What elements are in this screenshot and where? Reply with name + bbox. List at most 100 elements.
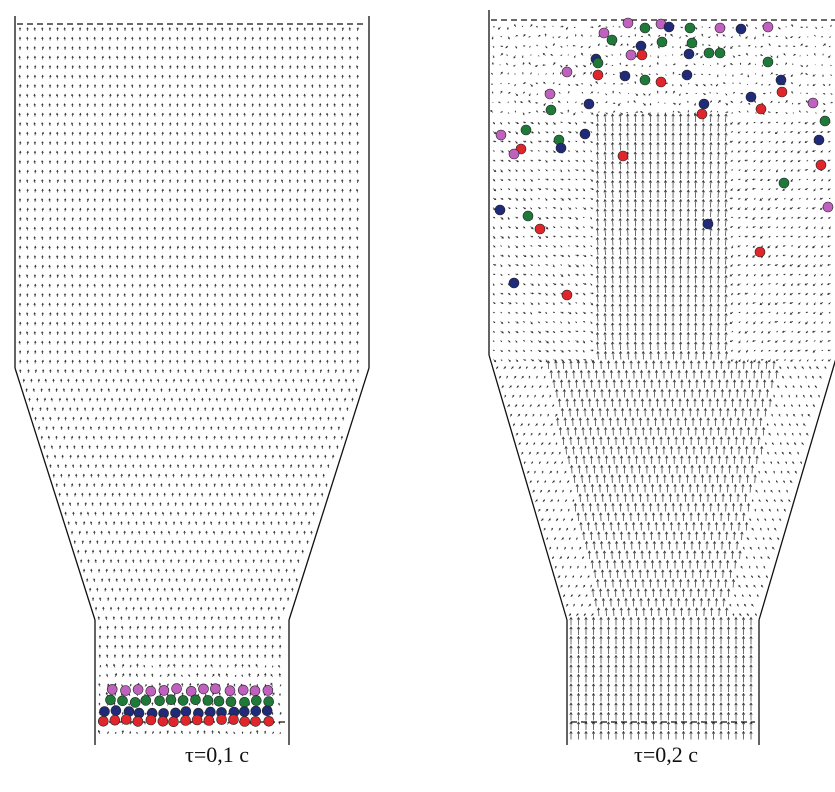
velocity-vector xyxy=(168,36,172,41)
velocity-vector xyxy=(567,131,572,134)
velocity-vector xyxy=(115,236,119,241)
velocity-vector xyxy=(311,359,314,364)
velocity-vector xyxy=(132,606,135,611)
velocity-vector xyxy=(79,416,83,421)
velocity-vector xyxy=(258,207,261,212)
velocity-vector xyxy=(313,445,317,449)
particle xyxy=(210,683,221,695)
velocity-vector xyxy=(753,150,756,152)
velocity-vector xyxy=(191,340,194,345)
velocity-vector xyxy=(244,236,247,241)
velocity-vector xyxy=(220,483,224,488)
velocity-vector xyxy=(500,245,503,247)
velocity-vector xyxy=(719,360,724,370)
velocity-vector xyxy=(324,407,327,412)
velocity-vector xyxy=(759,302,764,306)
velocity-vector xyxy=(500,226,503,230)
velocity-vector xyxy=(295,198,299,203)
velocity-vector xyxy=(515,169,518,172)
velocity-vector xyxy=(791,140,794,144)
velocity-vector xyxy=(738,216,741,219)
velocity-vector xyxy=(309,502,312,507)
velocity-vector xyxy=(813,169,816,173)
velocity-vector xyxy=(633,217,637,227)
velocity-vector xyxy=(63,188,66,193)
velocity-vector xyxy=(326,340,329,345)
velocity-vector xyxy=(781,330,786,333)
velocity-vector xyxy=(663,255,668,265)
velocity-vector xyxy=(247,426,250,431)
velocity-vector xyxy=(63,169,67,174)
velocity-vector xyxy=(154,331,157,336)
velocity-vector xyxy=(191,160,194,165)
velocity-vector xyxy=(274,464,277,468)
velocity-vector xyxy=(679,132,683,142)
velocity-vector xyxy=(70,388,74,393)
velocity-vector xyxy=(175,169,179,174)
velocity-vector xyxy=(821,321,824,324)
velocity-vector xyxy=(288,74,291,79)
velocity-vector xyxy=(656,350,661,360)
velocity-vector xyxy=(206,350,209,355)
velocity-vector xyxy=(181,407,184,412)
velocity-vector xyxy=(19,84,22,89)
velocity-vector xyxy=(567,330,572,333)
velocity-vector xyxy=(41,255,44,260)
velocity-vector xyxy=(117,416,120,421)
velocity-vector xyxy=(191,141,194,146)
velocity-vector xyxy=(146,255,149,260)
velocity-vector xyxy=(259,84,262,89)
velocity-vector xyxy=(303,46,306,51)
velocity-vector xyxy=(206,321,210,326)
velocity-vector xyxy=(181,597,184,602)
velocity-vector xyxy=(111,587,114,592)
velocity-vector xyxy=(206,207,209,212)
velocity-vector xyxy=(760,358,764,361)
velocity-vector xyxy=(545,254,548,258)
velocity-vector xyxy=(274,207,277,212)
velocity-vector xyxy=(280,141,284,146)
velocity-vector xyxy=(573,398,577,408)
velocity-vector xyxy=(620,407,625,417)
velocity-vector xyxy=(744,216,749,219)
velocity-vector xyxy=(575,197,579,200)
velocity-vector xyxy=(236,122,239,127)
velocity-vector xyxy=(821,64,823,66)
velocity-vector xyxy=(542,110,546,113)
velocity-vector xyxy=(348,93,351,98)
velocity-vector xyxy=(121,654,124,659)
velocity-vector xyxy=(540,366,543,370)
velocity-vector xyxy=(296,169,299,174)
velocity-vector xyxy=(633,398,637,408)
velocity-vector xyxy=(128,693,131,697)
velocity-vector xyxy=(154,321,157,326)
velocity-vector xyxy=(273,188,277,193)
velocity-vector xyxy=(49,274,52,279)
velocity-vector xyxy=(694,322,698,332)
velocity-vector xyxy=(656,198,660,208)
velocity-vector xyxy=(768,398,772,408)
velocity-vector xyxy=(258,264,261,269)
velocity-vector xyxy=(205,483,208,488)
velocity-vector xyxy=(328,445,331,450)
velocity-vector xyxy=(744,159,749,162)
velocity-vector xyxy=(552,292,556,296)
velocity-vector xyxy=(242,435,246,440)
velocity-vector xyxy=(304,511,308,516)
velocity-vector xyxy=(211,454,215,459)
velocity-vector xyxy=(341,350,344,355)
velocity-vector xyxy=(663,132,668,141)
velocity-vector xyxy=(724,132,728,142)
velocity-vector xyxy=(319,359,322,364)
velocity-vector xyxy=(221,46,224,51)
velocity-vector xyxy=(236,331,239,336)
velocity-vector xyxy=(602,369,606,379)
velocity-vector xyxy=(211,635,214,640)
velocity-vector xyxy=(529,404,532,408)
velocity-vector xyxy=(187,473,190,478)
velocity-vector xyxy=(63,302,67,307)
velocity-vector xyxy=(590,216,592,220)
velocity-vector xyxy=(603,170,607,180)
velocity-vector xyxy=(279,692,281,696)
velocity-vector xyxy=(670,398,675,408)
